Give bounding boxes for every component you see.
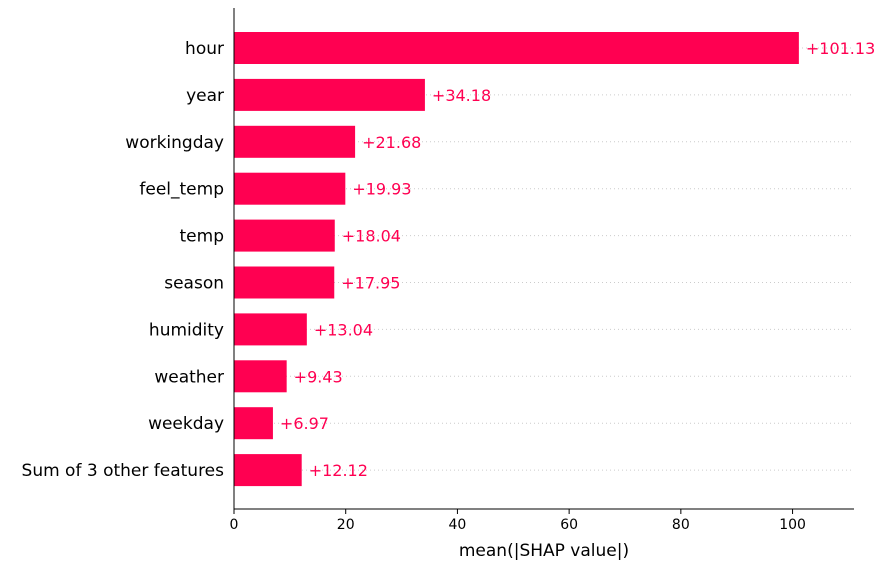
x-tick-label: 20 xyxy=(337,517,355,533)
value-label: +17.95 xyxy=(341,274,400,293)
bar xyxy=(234,78,425,111)
x-tick-label: 60 xyxy=(560,517,578,533)
x-axis-title: mean(|SHAP value|) xyxy=(459,541,629,561)
x-tick-label: 80 xyxy=(672,517,690,533)
category-label: humidity xyxy=(149,320,224,340)
value-label: +19.93 xyxy=(352,180,411,199)
x-tick-label: 40 xyxy=(449,517,467,533)
axes-group: 0 20 40 60 80 100 xyxy=(230,8,854,533)
value-label: +18.04 xyxy=(342,227,401,246)
category-label: workingday xyxy=(125,133,224,153)
bar xyxy=(234,360,287,393)
value-labels: +101.13 +34.18 +21.68 +19.93 +18.04 +17.95 +13… xyxy=(280,39,875,480)
value-label: +9.43 xyxy=(294,367,343,386)
bar xyxy=(234,172,346,205)
bars-group xyxy=(234,32,799,487)
x-tick-label: 0 xyxy=(230,517,239,533)
bar xyxy=(234,454,302,487)
bar xyxy=(234,266,335,299)
value-label: +13.04 xyxy=(314,320,373,339)
bar xyxy=(234,32,799,64)
bar xyxy=(234,313,307,346)
bar xyxy=(234,125,356,158)
bar xyxy=(234,407,273,440)
value-label: +101.13 xyxy=(806,39,875,58)
category-label: feel_temp xyxy=(139,180,224,200)
bar xyxy=(234,219,335,252)
value-label: +34.18 xyxy=(432,86,491,105)
category-label: temp xyxy=(180,227,224,247)
category-label: season xyxy=(164,274,224,294)
category-label: weather xyxy=(154,367,224,387)
category-label: weekday xyxy=(148,414,224,434)
value-label: +12.12 xyxy=(309,461,368,480)
x-tick-label: 100 xyxy=(779,517,806,533)
value-label: +21.68 xyxy=(362,133,421,152)
row-guides xyxy=(234,47,854,471)
category-label: year xyxy=(186,86,224,106)
category-label: hour xyxy=(185,39,224,59)
value-label: +6.97 xyxy=(280,414,329,433)
category-label: Sum of 3 other features xyxy=(22,461,225,481)
